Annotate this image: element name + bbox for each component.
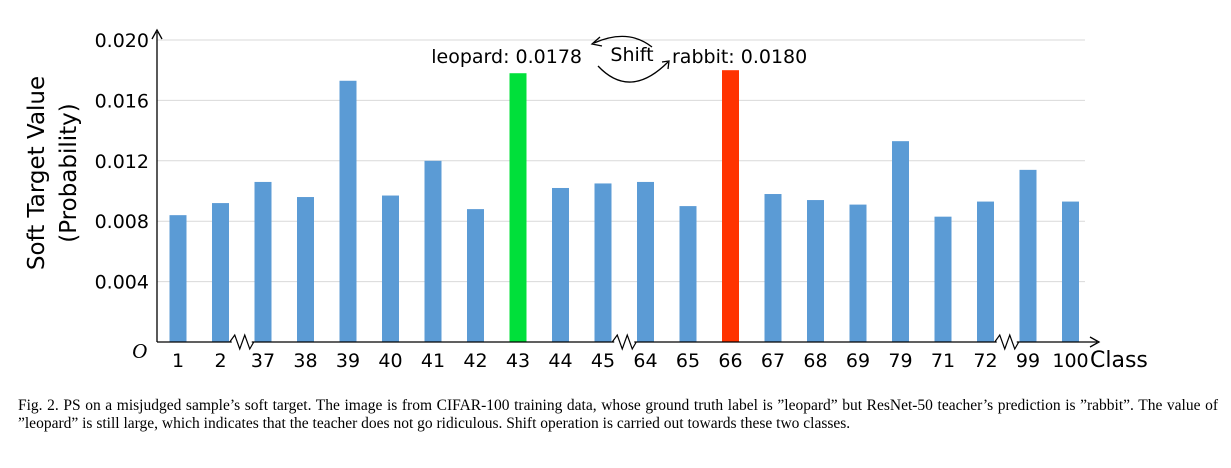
y-tick-label: 0.008 xyxy=(95,211,149,233)
x-tick-label: 37 xyxy=(251,350,275,372)
bar-41 xyxy=(424,160,442,342)
y-axis-label-line1: Soft Target Value xyxy=(24,76,50,270)
y-axis-arrow-icon xyxy=(151,28,163,40)
bar-37 xyxy=(254,181,272,342)
bar-40 xyxy=(382,195,399,342)
y-tick-label: 0.012 xyxy=(95,151,149,173)
x-tick-label: 69 xyxy=(846,350,870,372)
y-axis-label-line2: (Probability) xyxy=(56,103,82,243)
shift-label: Shift xyxy=(610,44,653,66)
x-tick-label: 42 xyxy=(463,350,487,372)
x-tick-label: 79 xyxy=(888,350,912,372)
bars-group xyxy=(169,70,1079,343)
x-tick-label: 40 xyxy=(378,350,402,372)
x-tick-label: 38 xyxy=(293,350,317,372)
axis-break-icon xyxy=(611,333,637,351)
y-tick-label: 0.004 xyxy=(95,272,149,294)
bar-64 xyxy=(637,181,654,342)
bar-71 xyxy=(934,216,952,342)
x-tick-label: 45 xyxy=(591,350,615,372)
x-tick-label: 2 xyxy=(214,350,226,372)
figure-caption: Fig. 2. PS on a misjudged sample’s soft … xyxy=(18,397,1218,432)
x-tick-label: 44 xyxy=(548,350,572,372)
axis-break-icon xyxy=(229,333,255,351)
bar-45 xyxy=(594,183,612,342)
x-tick-label: 99 xyxy=(1016,350,1040,372)
bar-68 xyxy=(807,200,824,342)
x-tick-label: 68 xyxy=(803,350,827,372)
axis-break-icon xyxy=(994,333,1020,351)
y-tick-label: 0.020 xyxy=(95,30,149,52)
bar-1 xyxy=(169,215,187,342)
x-tick-label: 66 xyxy=(718,350,742,372)
x-axis-label: Class xyxy=(1090,348,1148,373)
x-tick-label: 1 xyxy=(172,350,184,372)
y-tick-label: 0.016 xyxy=(95,90,149,112)
rabbit-annotation: rabbit: 0.0180 xyxy=(672,46,807,68)
bar-67 xyxy=(764,194,782,342)
bar-42 xyxy=(467,209,484,342)
x-tick-label: 67 xyxy=(761,350,785,372)
origin-label: O xyxy=(132,339,147,363)
tick-labels: 0.004 0.008 0.012 0.016 0.020 1 2 37 38 39 40 41 42 4… xyxy=(95,30,1089,372)
bar-72 xyxy=(977,201,994,342)
bar-2 xyxy=(212,203,229,342)
x-tick-label: 72 xyxy=(973,350,997,372)
x-axis-arrow-icon xyxy=(1089,336,1101,348)
x-tick-label: 65 xyxy=(676,350,700,372)
bar-65 xyxy=(679,206,697,342)
x-tick-label: 71 xyxy=(931,350,955,372)
x-tick-label: 39 xyxy=(336,350,360,372)
shift-arrow-icon xyxy=(590,35,670,83)
bar-44 xyxy=(552,187,569,342)
bar-39 xyxy=(339,80,357,343)
bar-100 xyxy=(1062,201,1079,342)
bar-79 xyxy=(892,141,909,342)
x-tick-label: 43 xyxy=(506,350,530,372)
bar-38 xyxy=(297,197,314,342)
bar-69 xyxy=(849,204,867,342)
axes-group xyxy=(151,28,1101,351)
bar-43 xyxy=(509,73,527,342)
leopard-annotation: leopard: 0.0178 xyxy=(431,46,582,68)
x-tick-label: 100 xyxy=(1052,350,1088,372)
x-tick-label: 41 xyxy=(421,350,445,372)
bar-chart: 0.004 0.008 0.012 0.016 0.020 1 2 37 38 39 40 41 42 4… xyxy=(24,28,1148,373)
bar-66 xyxy=(722,70,739,342)
bar-99 xyxy=(1019,169,1037,342)
x-tick-label: 64 xyxy=(633,350,657,372)
